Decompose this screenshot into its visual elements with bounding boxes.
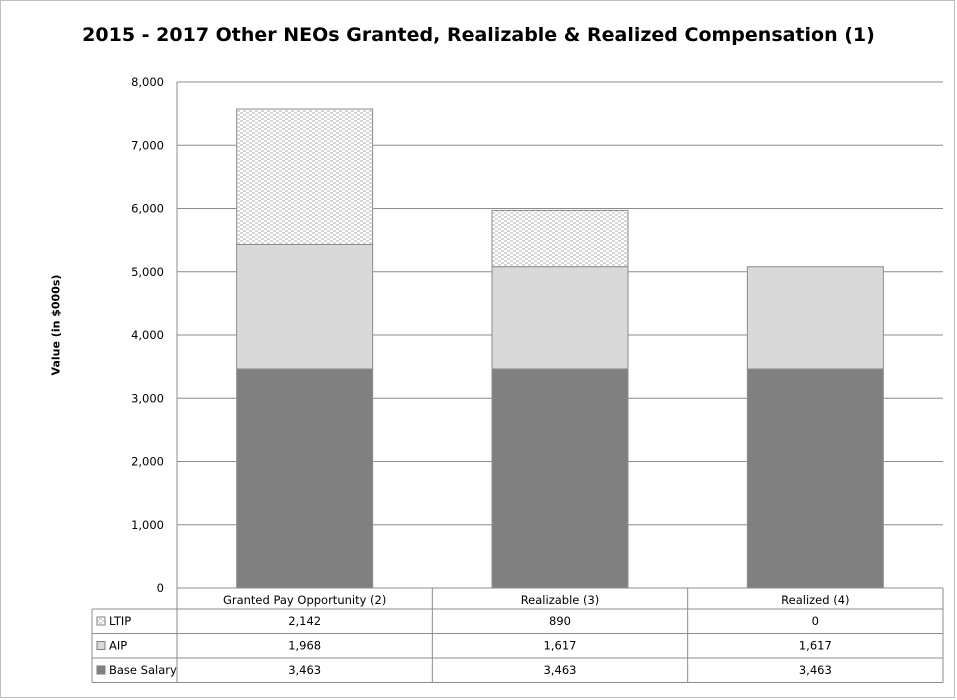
y-tick-label: 3,000 <box>131 391 164 405</box>
bar-aip <box>746 266 884 370</box>
y-tick-label: 8,000 <box>131 75 164 89</box>
data-label: 1,968 <box>288 639 321 653</box>
y-tick-labels: 0 1,000 2,000 3,000 4,000 5,000 6,000 7,000 8,00… <box>131 75 164 595</box>
bar-ltip <box>491 209 629 268</box>
y-tick-label: 7,000 <box>131 138 164 152</box>
data-label: 1,617 <box>544 639 577 653</box>
table-column-header: Granted Pay Opportunity (2) <box>223 593 386 607</box>
bar-base-salary <box>491 368 629 589</box>
data-label: 3,463 <box>288 663 321 677</box>
bars <box>236 108 884 589</box>
data-label: 1,617 <box>799 639 832 653</box>
y-tick-label: 4,000 <box>131 328 164 342</box>
table-column-header: Realizable (3) <box>521 593 600 607</box>
table-column-header: Realized (4) <box>781 593 849 607</box>
bar-base-salary <box>746 368 884 589</box>
y-tick-label: 2,000 <box>131 455 164 469</box>
legend-label: LTIP <box>109 614 131 628</box>
legend-swatch-ltip <box>96 616 106 626</box>
data-label: 3,463 <box>799 663 832 677</box>
y-tick-label: 1,000 <box>131 518 164 532</box>
data-table: Granted Pay Opportunity (2) Realizable (3… <box>91 587 944 683</box>
y-tick-label: 5,000 <box>131 265 164 279</box>
bar-aip <box>236 243 374 370</box>
legend-swatch-aip <box>96 641 106 650</box>
legend-label: AIP <box>109 639 127 653</box>
y-tick-label: 6,000 <box>131 202 164 216</box>
y-tick-label: 0 <box>157 581 164 595</box>
bar-base-salary <box>236 368 374 589</box>
data-label: 3,463 <box>544 663 577 677</box>
data-label: 2,142 <box>288 614 321 628</box>
legend-swatch-base-salary <box>96 665 106 675</box>
bar-ltip <box>236 108 374 245</box>
bar-aip <box>491 266 629 370</box>
data-label: 0 <box>812 614 819 628</box>
legend-label: Base Salary <box>109 663 177 677</box>
chart-title: 2015 - 2017 Other NEOs Granted, Realizab… <box>82 24 875 46</box>
data-label: 890 <box>549 614 571 628</box>
